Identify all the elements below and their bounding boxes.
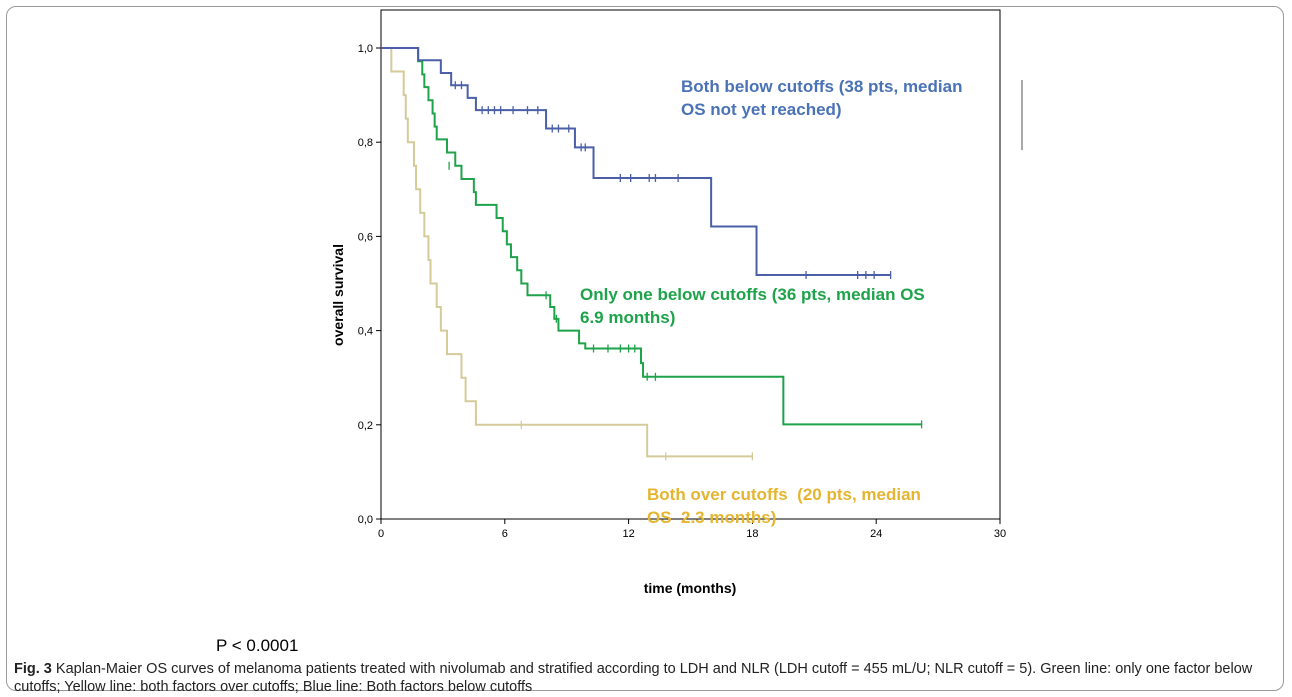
y-tick-label: 0,2 xyxy=(358,420,373,432)
chart-annotations: Both below cutoffs (38 pts, median OS not… xyxy=(580,77,962,527)
chart-background xyxy=(322,10,1022,568)
annotation-both-over-line: OS 2.3 months) xyxy=(647,508,776,527)
annotation-both-below-line: OS not yet reached) xyxy=(681,100,842,119)
x-tick-label: 0 xyxy=(378,528,384,540)
x-tick-label: 30 xyxy=(994,528,1006,540)
figure-caption-text: Kaplan-Maier OS curves of melanoma patie… xyxy=(14,661,1253,695)
y-tick-label: 0,8 xyxy=(358,137,373,149)
y-axis-label: overall survival xyxy=(330,244,346,346)
chart-axes: 0,0 0,2 0,4 0,6 0,8 1,0 0 6 12 18 24 30 xyxy=(358,9,1023,540)
x-axis-label: time (months) xyxy=(644,580,737,596)
y-tick-label: 0,4 xyxy=(358,326,373,338)
chart-series-layer xyxy=(381,47,923,461)
y-tick-label: 0,6 xyxy=(358,231,373,243)
series-both-below-line xyxy=(381,47,891,277)
x-tick-label: 24 xyxy=(870,528,882,540)
kaplan-meier-chart: 0,0 0,2 0,4 0,6 0,8 1,0 0 6 12 18 24 30 Both below … xyxy=(322,9,1023,596)
figure-frame xyxy=(6,6,1284,691)
x-tick-label: 18 xyxy=(746,528,758,540)
annotation-only-one-below-line: Only one below cutoffs (36 pts, median O… xyxy=(580,285,925,304)
y-tick-label: 1,0 xyxy=(358,43,373,55)
y-tick-label: 0,0 xyxy=(358,514,373,526)
figure-caption: Fig. 3 Kaplan-Maier OS curves of melanom… xyxy=(14,660,1274,696)
plot-area-border xyxy=(380,9,1001,520)
x-tick-label: 12 xyxy=(622,528,634,540)
annotation-both-over-line: Both over cutoffs (20 pts, median xyxy=(647,485,921,504)
x-tick-label: 6 xyxy=(502,528,508,540)
figure-caption-label: Fig. 3 xyxy=(14,661,52,677)
p-value: P < 0.0001 xyxy=(216,636,299,655)
series-both-over-line xyxy=(381,47,753,458)
annotation-only-one-below-line: 6.9 months) xyxy=(580,308,675,327)
series-only-one-below-line xyxy=(381,47,922,426)
annotation-both-below-line: Both below cutoffs (38 pts, median xyxy=(681,77,962,96)
